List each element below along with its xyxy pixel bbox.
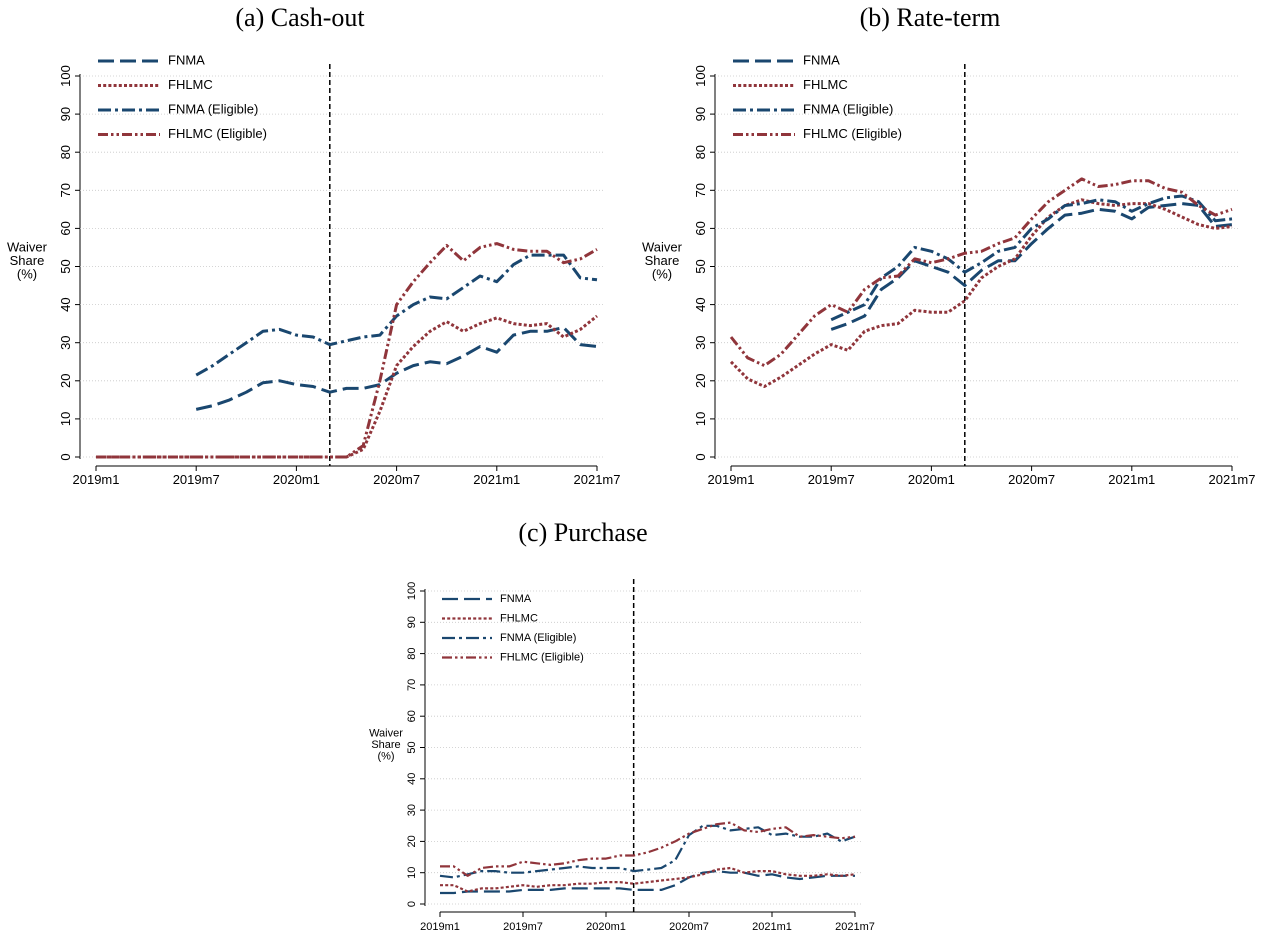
y-tick-label: 10 [406, 867, 418, 879]
x-tick-label: 2021m1 [1108, 472, 1155, 487]
chart-title: (c) Purchase [518, 518, 647, 547]
series-line [439, 824, 856, 879]
y-tick-label: 100 [693, 65, 708, 87]
y-tick-label: 40 [406, 773, 418, 785]
y-tick-label: 30 [58, 335, 73, 349]
legend-label: FNMA (Eligible) [500, 632, 576, 644]
series-line [96, 242, 598, 459]
y-tick-label: 20 [693, 374, 708, 388]
legend-label: FNMA (Eligible) [803, 101, 893, 116]
legend-label: FNMA [803, 52, 840, 67]
y-axis-label: Waiver Share (%) [369, 727, 403, 762]
y-tick-label: 40 [693, 297, 708, 311]
y-tick-label: 100 [406, 582, 418, 600]
x-tick-label: 2020m1 [586, 921, 626, 933]
y-tick-label: 0 [58, 453, 73, 460]
y-tick-label: 0 [406, 901, 418, 907]
x-tick-label: 2020m7 [1008, 472, 1055, 487]
x-tick-label: 2019m1 [708, 472, 755, 487]
x-tick-label: 2019m7 [808, 472, 855, 487]
legend-label: FHLMC (Eligible) [168, 126, 267, 141]
y-tick-label: 50 [58, 259, 73, 273]
y-tick-label: 50 [406, 741, 418, 753]
y-tick-label: 60 [693, 221, 708, 235]
series-line [729, 177, 1233, 368]
x-tick-label: 2019m1 [420, 921, 460, 933]
y-tick-label: 90 [693, 107, 708, 121]
legend-label: FHLMC [803, 77, 848, 92]
y-tick-label: 20 [58, 374, 73, 388]
y-tick-label: 40 [58, 297, 73, 311]
series-line [195, 253, 598, 377]
y-tick-label: 10 [58, 412, 73, 426]
y-tick-label: 10 [693, 412, 708, 426]
series-line [440, 866, 856, 893]
x-tick-label: 2021m7 [1209, 472, 1256, 487]
x-tick-label: 2020m7 [373, 472, 420, 487]
y-tick-label: 30 [693, 335, 708, 349]
y-tick-label: 90 [58, 107, 73, 121]
y-tick-label: 100 [58, 65, 73, 87]
y-tick-label: 80 [58, 145, 73, 159]
x-tick-label: 2021m1 [473, 472, 520, 487]
y-tick-label: 70 [58, 183, 73, 197]
x-tick-label: 2020m1 [908, 472, 955, 487]
x-tick-label: 2019m7 [503, 921, 543, 933]
x-tick-label: 2019m1 [73, 472, 120, 487]
series-line [830, 194, 1233, 322]
series-line [830, 202, 1233, 331]
y-axis-label: Waiver Share (%) [7, 239, 48, 281]
y-tick-label: 30 [406, 804, 418, 816]
y-tick-label: 80 [693, 145, 708, 159]
x-tick-label: 2021m7 [574, 472, 621, 487]
legend-label: FNMA [500, 593, 532, 605]
series-line [729, 198, 1233, 388]
y-tick-label: 70 [406, 679, 418, 691]
y-tick-label: 60 [406, 710, 418, 722]
legend-label: FHLMC (Eligible) [500, 651, 584, 663]
legend-label: FNMA (Eligible) [168, 101, 258, 116]
x-tick-label: 2021m7 [835, 921, 875, 933]
legend-label: FHLMC [168, 77, 213, 92]
x-tick-label: 2020m1 [273, 472, 320, 487]
series-line [195, 326, 598, 411]
legend-label: FNMA [168, 52, 205, 67]
legend-label: FHLMC [500, 612, 538, 624]
y-tick-label: 90 [406, 616, 418, 628]
chart-title: (a) Cash-out [235, 3, 365, 32]
y-tick-label: 60 [58, 221, 73, 235]
y-tick-label: 70 [693, 183, 708, 197]
legend-label: FHLMC (Eligible) [803, 126, 902, 141]
x-tick-label: 2019m7 [173, 472, 220, 487]
y-tick-label: 80 [406, 647, 418, 659]
x-tick-label: 2021m1 [752, 921, 792, 933]
series-line [440, 821, 856, 877]
y-tick-label: 0 [693, 453, 708, 460]
y-axis-label: Waiver Share (%) [642, 239, 683, 281]
series-line [440, 870, 855, 895]
y-tick-label: 50 [693, 259, 708, 273]
x-tick-label: 2020m7 [669, 921, 709, 933]
series-line [96, 314, 598, 459]
y-tick-label: 20 [406, 835, 418, 847]
chart-title: (b) Rate-term [860, 3, 1001, 32]
